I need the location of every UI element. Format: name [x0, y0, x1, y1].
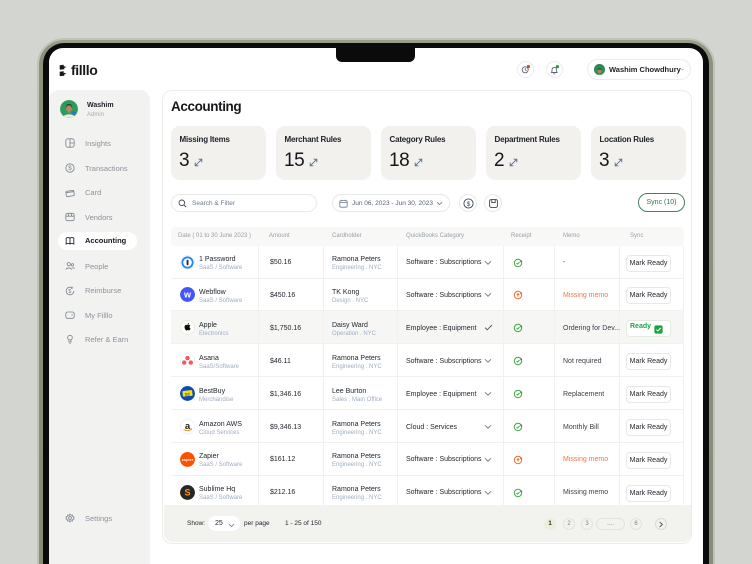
svg-text:zapier: zapier [182, 457, 194, 462]
svg-text:$: $ [68, 165, 72, 172]
svg-text:BUY: BUY [185, 395, 190, 398]
svg-text:$: $ [68, 289, 71, 295]
svg-text:$: $ [466, 201, 470, 208]
svg-text:w: w [183, 290, 192, 300]
svg-text:a: a [185, 421, 191, 432]
svg-text:BEST: BEST [185, 393, 191, 396]
svg-text:S: S [184, 487, 190, 497]
